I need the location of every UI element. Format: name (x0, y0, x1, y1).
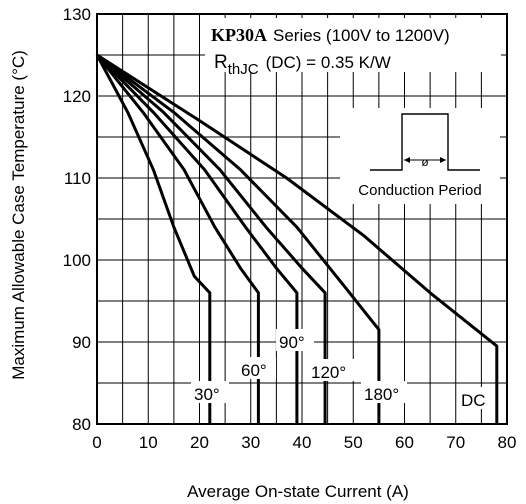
series-line-60 (95, 54, 260, 424)
x-tick-label: 30 (241, 433, 260, 452)
x-tick-label: 80 (498, 433, 517, 452)
x-axis-title: Average On-state Current (A) (187, 482, 409, 501)
y-tick-label: 100 (63, 251, 91, 270)
plot-frame (96, 13, 508, 425)
series-lines (95, 53, 499, 424)
tick-labels: 0 10 20 30 40 50 60 70 80 80 90 100 110 120 130 (63, 5, 517, 452)
period-arrow-right-head (440, 157, 446, 163)
series-line-30 (95, 54, 212, 424)
conduction-period-label: Conduction Period (358, 182, 481, 199)
series-line-90 (95, 53, 299, 424)
series-labels: 30° 60° 90° 120° 180° DC (191, 329, 494, 410)
series-label-180: 180° (364, 385, 399, 404)
series-label-120: 120° (311, 363, 346, 382)
conduction-symbol: ø (421, 155, 429, 169)
series-label-60: 60° (241, 361, 267, 380)
y-tick-label: 120 (63, 87, 91, 106)
chart-title: KP30A Series (100V to 1200V) (211, 25, 450, 45)
x-tick-label: 70 (446, 433, 465, 452)
series-label-30: 30° (194, 385, 220, 404)
x-tick-label: 20 (190, 433, 209, 452)
y-tick-label: 80 (72, 415, 91, 434)
x-tick-label: 40 (293, 433, 312, 452)
x-tick-label: 10 (139, 433, 158, 452)
series-label-90: 90° (279, 333, 305, 352)
series-line-120 (96, 53, 327, 424)
period-arrow-left-head (404, 157, 410, 163)
pulse-waveform (370, 113, 480, 171)
x-tick-label: 60 (395, 433, 414, 452)
thermal-resistance-label: RthJC (DC) = 0.35 K/W (214, 52, 391, 78)
series-line-180 (96, 53, 381, 424)
y-axis-title: Maximum Allowable Case Temperature (°C) (9, 50, 28, 380)
series-line-dc (96, 53, 499, 424)
grid-lines (97, 14, 507, 424)
x-tick-label: 50 (344, 433, 363, 452)
y-tick-label: 90 (72, 333, 91, 352)
y-tick-label: 130 (63, 5, 91, 24)
title-block: KP30A Series (100V to 1200V) RthJC (DC) = … (205, 18, 501, 78)
x-tick-label: 0 (92, 433, 101, 452)
series-label-dc: DC (461, 391, 486, 410)
y-tick-label: 110 (64, 169, 91, 188)
conduction-period-inset: ø Conduction Period (340, 108, 500, 204)
